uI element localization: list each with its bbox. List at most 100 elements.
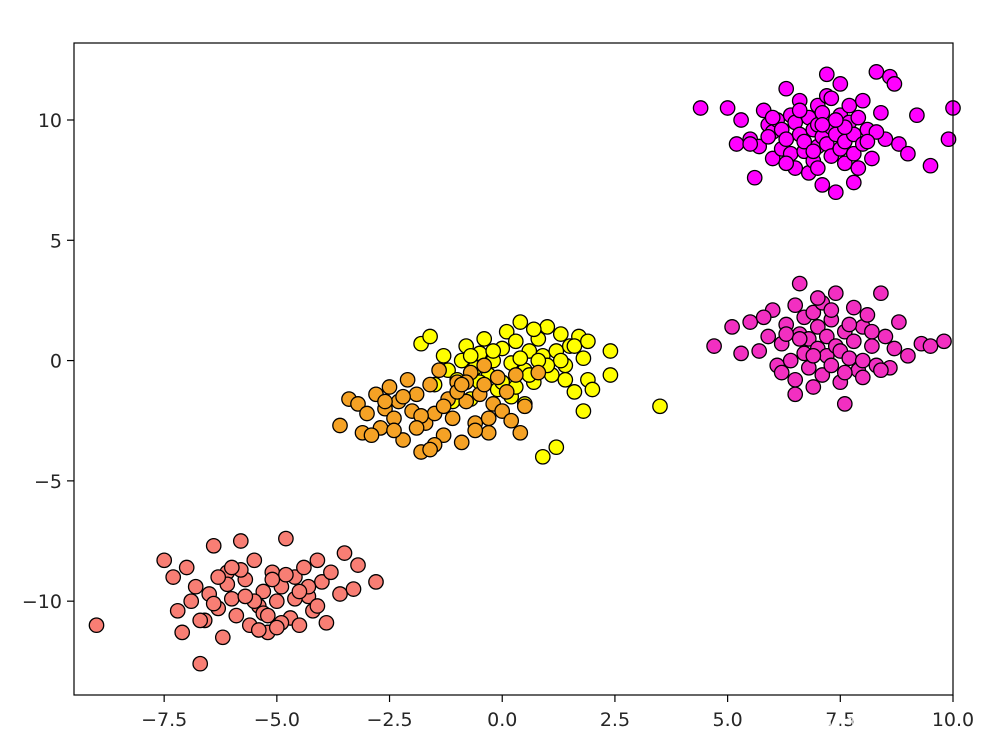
scatter-point	[178, 559, 195, 576]
scatter-point	[809, 290, 826, 306]
scatter-point	[314, 574, 330, 590]
scatter-point	[940, 131, 957, 148]
scatter-point	[764, 109, 781, 126]
scatter-point	[557, 371, 574, 388]
scatter-point	[836, 396, 853, 412]
scatter-point	[498, 323, 515, 340]
x-tick-label: 2.5	[600, 709, 630, 731]
scatter-point	[814, 177, 831, 193]
watermark: 软件测试培训	[766, 714, 926, 738]
scatter-point	[548, 439, 565, 456]
scatter-point	[534, 448, 551, 465]
scatter-point	[476, 331, 493, 347]
scatter-point	[223, 590, 240, 607]
scatter-point	[891, 314, 907, 330]
scatter-point	[183, 593, 200, 610]
scatter-point	[516, 398, 533, 415]
scatter-point	[652, 398, 668, 415]
scatter-point	[169, 602, 186, 619]
scatter-point	[530, 364, 547, 381]
scatter-point	[805, 347, 822, 364]
scatter-point	[823, 357, 840, 374]
scatter-point	[791, 102, 808, 119]
scatter-point	[422, 441, 438, 458]
scatter-point	[507, 333, 524, 350]
scatter-point	[88, 617, 105, 634]
scatter-point	[485, 343, 502, 359]
scatter-point	[291, 583, 308, 600]
scatter-point	[864, 150, 880, 167]
scatter-point	[809, 160, 826, 176]
scatter-point	[467, 422, 484, 439]
scatter-point	[841, 316, 858, 333]
scatter-point	[719, 100, 736, 116]
scatter-point	[350, 557, 366, 573]
scatter-point	[205, 537, 222, 554]
scatter-point	[787, 297, 804, 314]
scatter-point	[476, 357, 493, 374]
scatter-point	[900, 347, 916, 364]
y-tick-label: −5	[34, 471, 62, 493]
scatter-point	[278, 530, 294, 547]
scatter-point	[435, 347, 452, 364]
scatter-point	[602, 343, 619, 359]
scatter-point	[706, 338, 722, 354]
scatter-point	[936, 333, 952, 350]
scatter-point	[805, 379, 822, 395]
scatter-point	[309, 598, 326, 614]
scatter-point	[210, 569, 227, 585]
x-tick-label: 5.0	[713, 709, 743, 731]
scatter-point	[381, 379, 398, 395]
scatter-point	[480, 424, 497, 441]
scatter-point	[782, 352, 799, 369]
scatter-point	[873, 285, 889, 302]
scatter-point	[823, 302, 840, 318]
scatter-point	[751, 343, 768, 359]
scatter-point	[922, 338, 939, 354]
scatter-point	[827, 285, 844, 302]
scatter-point	[864, 338, 880, 354]
scatter-point	[814, 116, 831, 133]
scatter-point	[363, 427, 380, 444]
scatter-point	[778, 131, 795, 148]
scatter-point	[886, 340, 903, 357]
scatter-point	[489, 369, 506, 386]
scatter-point	[854, 369, 871, 386]
scatter-point	[422, 328, 438, 345]
scatter-point	[850, 109, 867, 126]
scatter-point	[575, 403, 592, 419]
scatter-point	[778, 155, 795, 172]
y-tick-label: 0	[50, 351, 62, 373]
scatter-point	[868, 64, 885, 80]
scatter-point	[580, 333, 596, 350]
scatter-point	[760, 328, 777, 345]
scatter-point	[755, 309, 772, 326]
scatter-point	[377, 393, 393, 410]
scatter-point	[773, 364, 790, 381]
scatter-point	[868, 124, 885, 140]
scatter-point	[805, 304, 822, 321]
scatter-point	[228, 607, 245, 624]
scatter-point	[408, 420, 425, 436]
y-axis: 10 5 0 −5 −10	[22, 110, 74, 613]
scatter-point	[156, 552, 173, 569]
scatter-point	[886, 76, 903, 92]
scatter-point	[760, 128, 777, 145]
scatter-point	[332, 417, 348, 434]
scatter-point	[359, 405, 375, 422]
scatter-point	[724, 319, 740, 335]
scatter-point	[845, 333, 862, 350]
scatter-point	[845, 145, 862, 162]
scatter-point	[566, 384, 583, 400]
scatter-point	[444, 410, 461, 427]
watermark-text: 软件测试培训	[806, 714, 926, 738]
scatter-point	[728, 136, 745, 152]
scatter-point	[733, 112, 749, 128]
scatter-point	[309, 552, 326, 569]
scatter-point	[836, 364, 853, 381]
y-tick-label: 5	[50, 230, 62, 252]
scatter-point	[350, 396, 366, 412]
x-tick-label: −5.0	[254, 709, 300, 731]
scatter-point	[494, 403, 511, 419]
